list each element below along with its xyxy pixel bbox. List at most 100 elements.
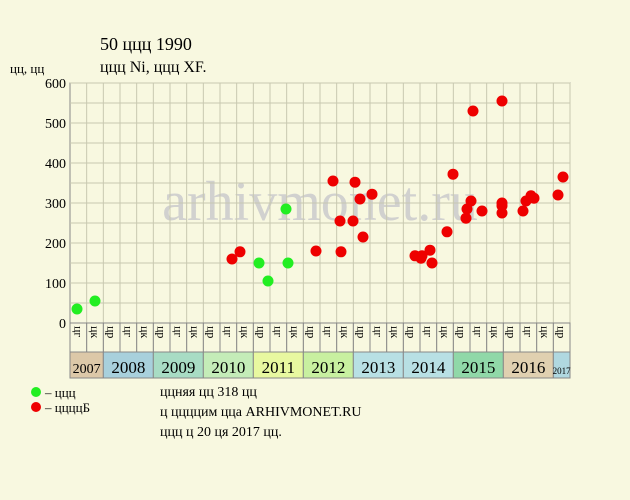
point xyxy=(426,257,438,269)
column-label: цр xyxy=(355,326,369,338)
point xyxy=(226,253,238,265)
year-band xyxy=(69,351,104,379)
year-label: 2013 xyxy=(361,358,395,377)
column-label: цг xyxy=(371,326,385,337)
y-tick-label: 300 xyxy=(45,197,66,212)
year-label: 2010 xyxy=(211,358,245,377)
point xyxy=(280,203,292,215)
point xyxy=(465,195,477,207)
column-label: цг xyxy=(321,326,335,337)
point xyxy=(496,95,508,107)
point xyxy=(366,188,378,200)
point xyxy=(89,295,101,307)
chart-subtitle: ццц Ni, ццц XF. xyxy=(100,59,207,76)
column-label: цк xyxy=(88,326,102,338)
year-band xyxy=(102,351,154,379)
year-label: 2012 xyxy=(311,358,345,377)
y-tick-label: 200 xyxy=(45,237,66,252)
column-label: цр xyxy=(205,326,219,338)
column-label: цр xyxy=(305,326,319,338)
point xyxy=(517,205,529,217)
column-label: цк xyxy=(238,326,252,338)
year-label: 2008 xyxy=(111,358,145,377)
year-label: 2007 xyxy=(73,362,101,377)
column-label: цг xyxy=(521,326,535,337)
point xyxy=(282,257,294,269)
column-label: цг xyxy=(471,326,485,337)
point xyxy=(335,246,347,258)
column-label: цк xyxy=(538,326,552,338)
point xyxy=(447,168,459,180)
note: ццняя цц 318 цц xyxy=(160,385,257,400)
point xyxy=(327,175,339,187)
year-label: 2017 xyxy=(553,366,572,376)
column-label: цр xyxy=(505,326,519,338)
point xyxy=(334,215,346,227)
point xyxy=(354,193,366,205)
y-tick-label: 400 xyxy=(45,157,66,172)
column-label: цк xyxy=(288,326,302,338)
column-label: цк xyxy=(488,326,502,338)
column-label: цг xyxy=(271,326,285,337)
point xyxy=(424,244,436,256)
point xyxy=(476,205,488,217)
point xyxy=(347,215,359,227)
column-label: цк xyxy=(338,326,352,338)
column-label: цг xyxy=(71,326,85,337)
point xyxy=(467,105,479,117)
year-band xyxy=(302,351,354,379)
point xyxy=(310,245,322,257)
column-label: цг xyxy=(171,326,185,337)
point xyxy=(552,189,564,201)
year-label: 2016 xyxy=(511,358,545,377)
point xyxy=(528,192,540,204)
point xyxy=(496,207,508,219)
point xyxy=(71,303,83,315)
column-label: цг xyxy=(121,326,135,337)
y-tick-label: 500 xyxy=(45,117,66,132)
column-label: цр xyxy=(405,326,419,338)
column-label: цр xyxy=(155,326,169,338)
column-label: цр xyxy=(255,326,269,338)
point xyxy=(349,176,361,188)
legend-marker xyxy=(31,402,41,412)
column-label: цг xyxy=(221,326,235,337)
year-label: 2014 xyxy=(411,358,446,377)
note: ц ццццим цца ARHIVMONET.RU xyxy=(160,405,362,420)
column-label: цр xyxy=(455,326,469,338)
column-label: цк xyxy=(138,326,152,338)
point xyxy=(234,246,246,258)
legend-label: – ццццБ xyxy=(44,400,90,415)
year-label: 2015 xyxy=(461,358,495,377)
year-band xyxy=(552,351,571,379)
note: ццц ц 20 ця 2017 цц. xyxy=(160,425,282,440)
point xyxy=(253,257,265,269)
legend-marker xyxy=(31,387,41,397)
column-label: цк xyxy=(388,326,402,338)
y-tick-label: 100 xyxy=(45,277,66,292)
year-label: 2009 xyxy=(161,358,195,377)
column-label: цг xyxy=(421,326,435,337)
year-band xyxy=(202,351,254,379)
column-label: цр xyxy=(105,326,119,338)
point xyxy=(416,250,428,262)
point xyxy=(460,212,472,224)
year-band xyxy=(352,351,404,379)
y-axis-label: цц, цц xyxy=(10,61,44,76)
column-label: цк xyxy=(438,326,452,338)
year-band xyxy=(152,351,204,379)
point xyxy=(557,171,569,183)
year-label: 2011 xyxy=(262,358,295,377)
year-band xyxy=(452,351,504,379)
chart-title: 50 ццц 1990 xyxy=(100,34,192,54)
y-tick-label: 600 xyxy=(45,77,66,92)
point xyxy=(262,275,274,287)
column-label: цр xyxy=(555,326,569,338)
point xyxy=(357,231,369,243)
column-label: цк xyxy=(188,326,202,338)
year-band xyxy=(502,351,554,379)
y-tick-label: 0 xyxy=(59,317,66,332)
year-band xyxy=(252,351,304,379)
point xyxy=(441,226,453,238)
